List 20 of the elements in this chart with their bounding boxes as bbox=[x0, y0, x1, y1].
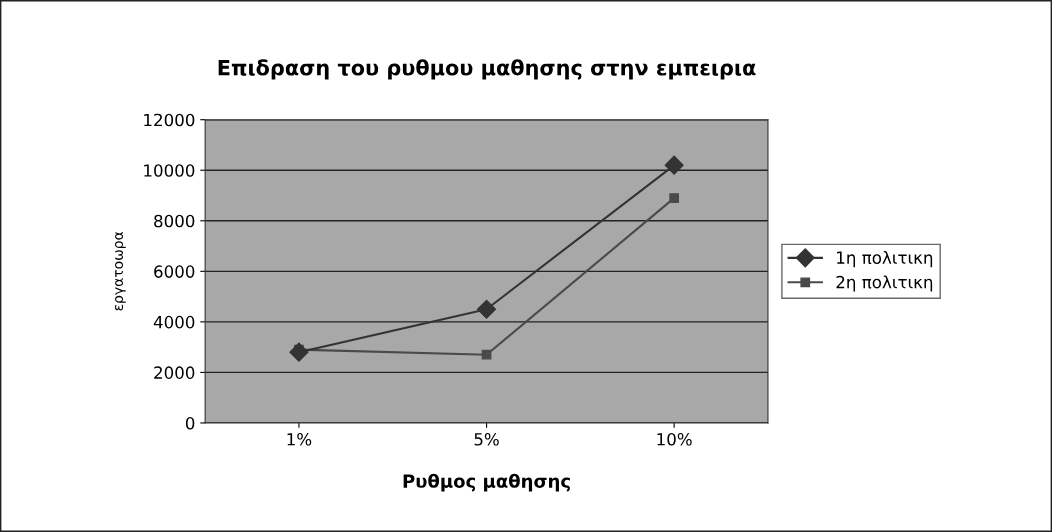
y-tick-label: 2000 bbox=[154, 366, 195, 379]
x-tick-label: 1% bbox=[287, 432, 312, 446]
x-tick-label: 5% bbox=[474, 432, 499, 446]
y-tick-label: 12000 bbox=[144, 113, 195, 127]
point bbox=[481, 349, 492, 360]
point bbox=[669, 193, 680, 203]
y-axis-title: εργατοωρα bbox=[115, 231, 126, 311]
y-tick-label: 6000 bbox=[154, 265, 195, 278]
x-tick-label: 10% bbox=[657, 432, 692, 446]
legend-label: 2η πολιτικη bbox=[836, 275, 933, 292]
y-tick-label: 10000 bbox=[144, 164, 195, 177]
y-tick-label: 0 bbox=[185, 416, 195, 430]
x-axis-title: Ρυθμος μαθησης bbox=[403, 473, 570, 492]
chart-title: Επιδραση του ρυθμου μαθησης στην εμπειρια bbox=[218, 59, 756, 80]
y-tick-label: 4000 bbox=[153, 315, 195, 329]
point bbox=[477, 299, 497, 319]
legend-label: 1η πολιτικη bbox=[837, 251, 933, 268]
y-tick-label: 8000 bbox=[154, 214, 195, 228]
point bbox=[289, 342, 309, 362]
point bbox=[664, 155, 684, 175]
